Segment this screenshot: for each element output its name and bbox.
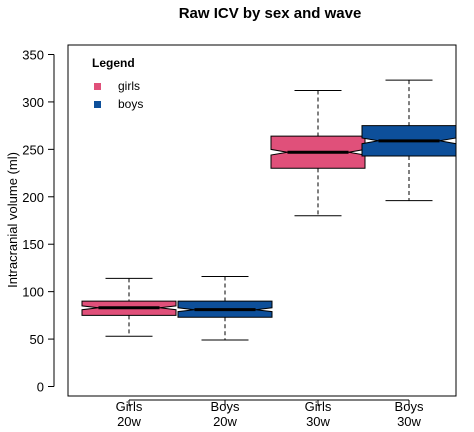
- y-tick-label: 300: [22, 95, 44, 110]
- y-axis-label: Intracranial volume (ml): [5, 152, 20, 288]
- chart-title: Raw ICV by sex and wave: [179, 5, 362, 22]
- legend-label-girls: girls: [118, 79, 140, 93]
- legend-label-boys: boys: [118, 97, 143, 111]
- box-series: [81, 79, 457, 341]
- x-tick-label-line2: 20w: [213, 414, 237, 429]
- y-tick-label: 250: [22, 142, 44, 157]
- plot-frame: [67, 44, 457, 397]
- y-tick-label: 100: [22, 285, 44, 300]
- y-tick-label: 350: [22, 47, 44, 62]
- x-tick-label-line1: Boys: [211, 399, 240, 414]
- y-axis: 0 50 100 150 200 250 300 350: [22, 47, 55, 395]
- x-tick-label-line2: 30w: [306, 414, 330, 429]
- box-3: [270, 90, 366, 217]
- legend: Legend girls boys: [92, 56, 143, 111]
- x-tick-label-line1: Boys: [395, 399, 424, 414]
- x-tick-label-line1: Girls: [116, 399, 143, 414]
- x-tick-label-line1: Girls: [305, 399, 332, 414]
- y-tick-label: 150: [22, 237, 44, 252]
- y-tick-label: 50: [30, 332, 44, 347]
- box-4: [361, 79, 457, 202]
- box-1: [81, 277, 177, 337]
- box-2: [177, 275, 273, 341]
- legend-title: Legend: [92, 56, 135, 70]
- x-tick-label-line2: 30w: [397, 414, 421, 429]
- legend-swatch-girls: [94, 83, 101, 90]
- y-tick-label: 0: [37, 380, 44, 395]
- y-tick-label: 200: [22, 190, 44, 205]
- legend-swatch-boys: [94, 101, 101, 108]
- x-tick-label-line2: 20w: [117, 414, 141, 429]
